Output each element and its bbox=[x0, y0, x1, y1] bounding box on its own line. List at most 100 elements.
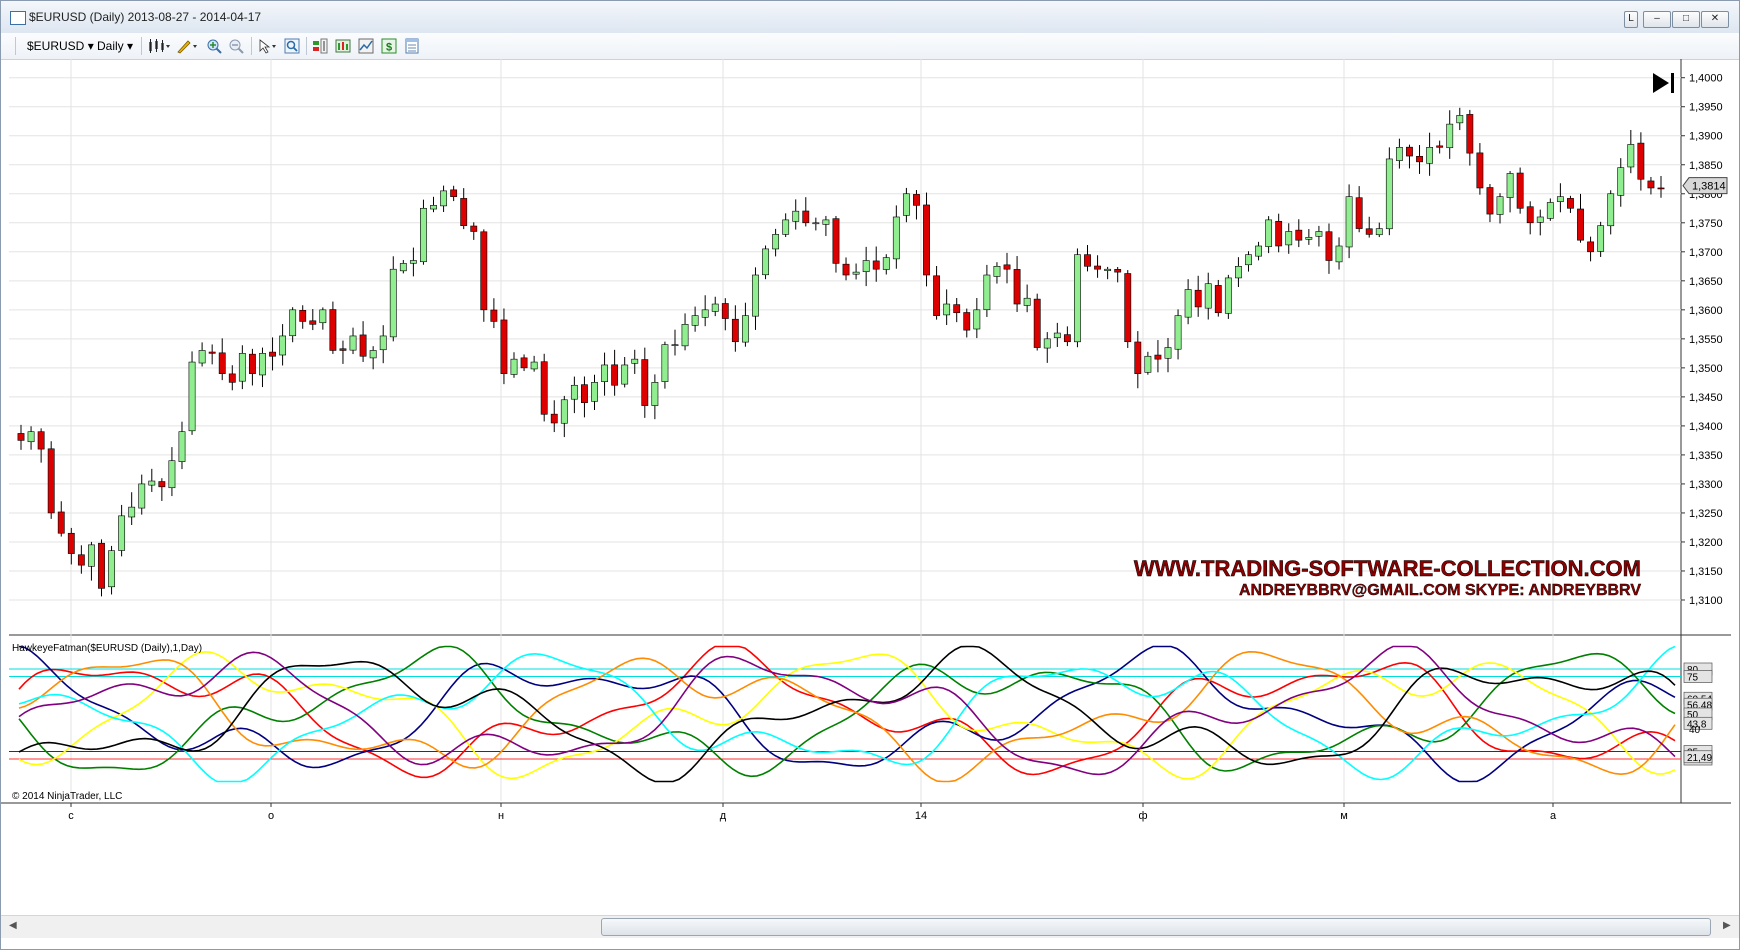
candle-body bbox=[57, 511, 65, 534]
price-axis[interactable]: 1,40001,39501,39001,38501,38001,37501,37… bbox=[1681, 73, 1728, 766]
instrument-selector[interactable]: $EURUSD ▾ bbox=[27, 39, 94, 53]
horizontal-scrollbar[interactable]: ◀ ▶ bbox=[1, 915, 1739, 938]
y-tick-label: 1,3200 bbox=[1689, 537, 1723, 549]
candle-body bbox=[601, 364, 608, 382]
strategies-icon[interactable] bbox=[335, 38, 351, 54]
indicator-line bbox=[18, 645, 1676, 776]
candle-body bbox=[17, 433, 25, 441]
candle-body bbox=[27, 431, 35, 443]
candle-body bbox=[409, 260, 417, 264]
candle-body bbox=[1416, 155, 1423, 163]
chart-trader-icon[interactable] bbox=[358, 38, 374, 54]
properties-icon[interactable] bbox=[284, 38, 300, 54]
candle-body bbox=[661, 344, 669, 382]
candle-body bbox=[319, 309, 327, 324]
candle-body bbox=[933, 275, 941, 316]
candle-body bbox=[1084, 254, 1091, 267]
drawing-tool-icon[interactable] bbox=[176, 38, 198, 54]
candle-body bbox=[148, 480, 156, 486]
candle-body bbox=[1335, 245, 1343, 263]
x-tick-label: о bbox=[268, 810, 274, 822]
candle-body bbox=[611, 364, 619, 386]
indicators-icon[interactable] bbox=[312, 38, 328, 54]
y-tick-label: 1,3450 bbox=[1689, 392, 1723, 404]
candle-body bbox=[1385, 158, 1393, 230]
title-bar[interactable]: $EURUSD (Daily) 2013-08-27 - 2014-04-17 … bbox=[1, 1, 1739, 34]
zoom-out-icon[interactable] bbox=[228, 38, 244, 54]
indicator-value-marker bbox=[1683, 670, 1713, 683]
data-box-icon[interactable] bbox=[404, 38, 420, 54]
candle-body bbox=[1144, 355, 1152, 373]
y-tick-label: 1,3900 bbox=[1689, 131, 1723, 143]
candle-body bbox=[188, 361, 196, 432]
candle-body bbox=[470, 225, 478, 232]
candle-body bbox=[631, 358, 639, 364]
money-icon[interactable]: $ bbox=[381, 38, 397, 54]
candle-body bbox=[1627, 144, 1635, 168]
pin-button[interactable]: L bbox=[1624, 11, 1638, 28]
candle-body bbox=[691, 315, 699, 326]
candle-body bbox=[1466, 114, 1474, 154]
indicator-line bbox=[18, 645, 1676, 778]
candle-body bbox=[289, 309, 297, 337]
scrollbar-thumb[interactable] bbox=[601, 918, 1711, 936]
candle-body bbox=[902, 193, 910, 216]
candle-body bbox=[1305, 236, 1313, 240]
scroll-right-icon[interactable]: ▶ bbox=[1723, 920, 1731, 931]
candle-body bbox=[872, 260, 880, 270]
candle-body bbox=[1124, 273, 1132, 343]
pointer-icon[interactable] bbox=[257, 38, 279, 54]
close-button[interactable]: ✕ bbox=[1701, 11, 1729, 28]
candle-body bbox=[1496, 196, 1504, 215]
y-tick-label: 1,3400 bbox=[1689, 421, 1723, 433]
candle-body bbox=[701, 309, 709, 318]
candle-body bbox=[1325, 231, 1333, 261]
candle-body bbox=[1184, 289, 1192, 318]
candle-body bbox=[1074, 254, 1081, 343]
candle-body bbox=[520, 357, 528, 369]
x-tick-label: д bbox=[720, 810, 727, 822]
y-tick-label: 1,3300 bbox=[1689, 479, 1723, 491]
candle-body bbox=[198, 350, 206, 364]
candle-body bbox=[913, 194, 920, 206]
candle-body bbox=[1597, 225, 1605, 252]
time-axis[interactable]: с о н д 14 ф м а bbox=[68, 803, 1557, 822]
y-tick-label: 1,3600 bbox=[1689, 305, 1723, 317]
candle-body bbox=[1003, 264, 1011, 270]
candle-body bbox=[329, 309, 337, 351]
candle-body bbox=[178, 431, 186, 462]
indicator-series bbox=[9, 645, 1681, 783]
maximize-button[interactable]: □ bbox=[1672, 11, 1700, 28]
minimize-button[interactable]: – bbox=[1643, 11, 1671, 28]
candle-body bbox=[118, 515, 126, 551]
candle-body bbox=[389, 268, 397, 338]
zoom-in-icon[interactable] bbox=[206, 38, 222, 54]
scroll-to-end-icon bbox=[1653, 73, 1669, 93]
bar-type-icon[interactable] bbox=[147, 38, 171, 54]
candle-body bbox=[1315, 231, 1323, 237]
candle-body bbox=[299, 310, 307, 322]
grid-lines bbox=[1, 59, 1731, 804]
candle-body bbox=[842, 263, 850, 276]
last-price-marker bbox=[1682, 177, 1728, 195]
candle-body bbox=[440, 190, 447, 207]
candlestick-series bbox=[17, 107, 1665, 597]
candle-body bbox=[309, 320, 317, 325]
candle-body bbox=[1567, 198, 1574, 209]
indicator-line bbox=[18, 645, 1676, 783]
candle-body bbox=[1587, 241, 1594, 253]
candle-body bbox=[721, 303, 729, 319]
candle-body bbox=[923, 204, 930, 276]
y-tick-label: 1,3350 bbox=[1689, 450, 1723, 462]
scroll-left-icon[interactable]: ◀ bbox=[9, 920, 17, 931]
toolbar-separator bbox=[251, 37, 252, 55]
chart-canvas[interactable]: 1,40001,39501,39001,38501,38001,37501,37… bbox=[1, 59, 1739, 915]
indicator-value-marker bbox=[1683, 750, 1713, 764]
candle-body bbox=[782, 219, 790, 235]
period-selector[interactable]: Daily ▾ bbox=[97, 39, 133, 53]
candle-body bbox=[500, 319, 508, 374]
candle-body bbox=[218, 352, 226, 374]
indicator-line bbox=[18, 645, 1676, 783]
indicator-value-marker bbox=[1683, 716, 1713, 730]
chart-area[interactable]: 1,4000 1,3950 1,3900 1,3850 1,3800 1,3750 1,37… bbox=[1, 59, 1739, 915]
